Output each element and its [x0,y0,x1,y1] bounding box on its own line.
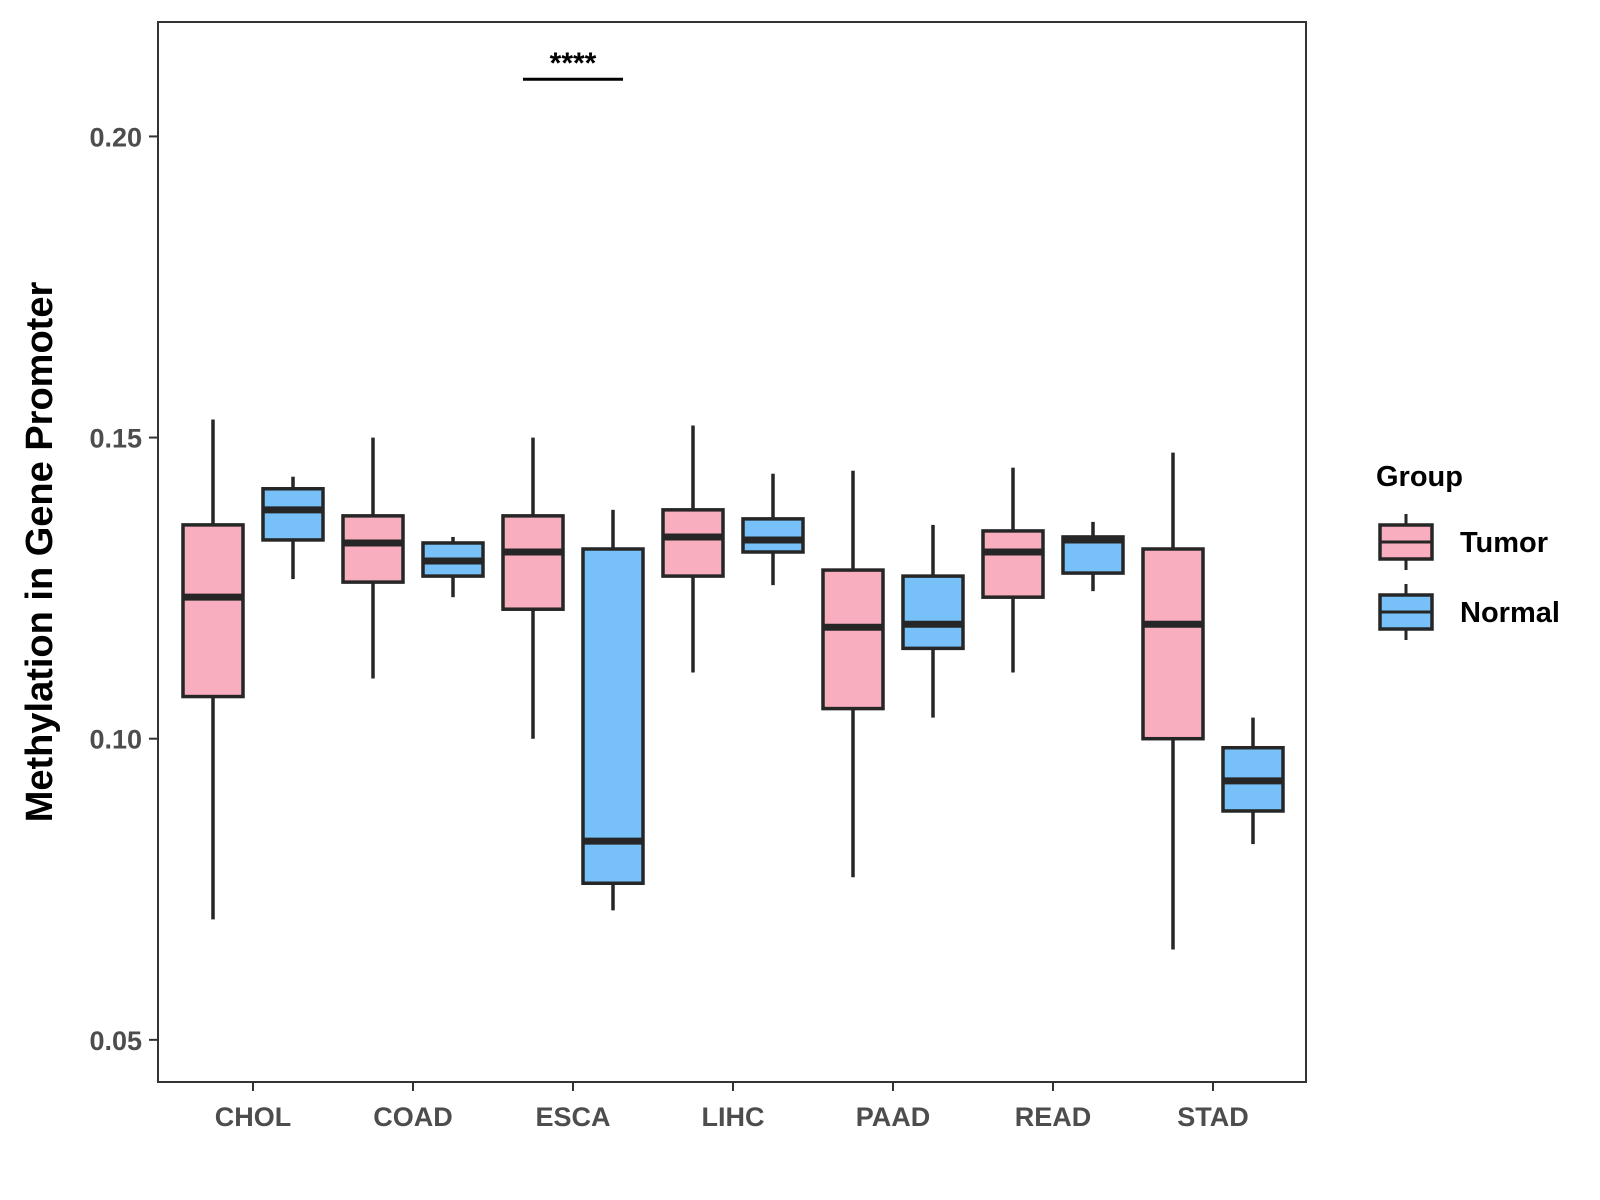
legend-title: Group [1376,461,1463,493]
legend: Group Tumor Normal [1376,461,1560,640]
legend-keys: Tumor Normal [1378,514,1560,640]
box-tumor-read [981,467,1045,673]
significance-label: **** [550,47,597,80]
box-tumor-paad [821,470,885,878]
box-iqr [261,487,325,542]
significance-layer: **** [523,47,623,81]
legend-label-normal: Normal [1460,597,1560,629]
x-tick-label: PAAD [856,1102,931,1132]
x-tick-label: CHOL [215,1102,292,1132]
box-iqr [341,514,405,584]
box-normal-stad [1221,717,1285,845]
x-tick-label: READ [1015,1102,1092,1132]
box-iqr [821,568,885,711]
y-tick-label: 0.05 [89,1026,142,1056]
box-iqr [581,547,645,885]
box-normal-coad [421,536,485,598]
y-tick-label: 0.15 [89,424,142,454]
box-normal-chol [261,476,325,580]
box-iqr [901,574,965,651]
box-normal-read [1061,521,1125,592]
box-iqr [501,514,565,611]
plot-panel [157,21,1307,1083]
x-tick-label: STAD [1177,1102,1249,1132]
x-tick-label: COAD [373,1102,453,1132]
box-iqr [661,508,725,578]
box-iqr [1141,547,1205,741]
y-axis: 0.05 0.10 0.15 0.20 [89,122,158,1056]
x-axis: CHOL COAD ESCA LIHC PAAD READ STAD [215,1082,1249,1132]
box-normal-esca [581,509,645,911]
y-tick-label: 0.20 [89,122,142,152]
box-layer [181,419,1285,950]
legend-key-tumor: Tumor [1378,514,1548,570]
box-normal-paad [901,524,965,718]
box-tumor-esca [501,437,565,739]
box-tumor-stad [1141,452,1205,950]
y-tick-label: 0.10 [89,725,142,755]
box-iqr [741,517,805,554]
y-axis-title: Methylation in Gene Promoter [19,282,61,823]
x-tick-label: ESCA [535,1102,610,1132]
box-iqr [981,529,1045,599]
box-tumor-coad [341,437,405,679]
legend-key-normal: Normal [1378,584,1560,640]
legend-label-tumor: Tumor [1460,527,1548,559]
x-tick-label: LIHC [702,1102,765,1132]
box-iqr [181,523,245,699]
box-tumor-chol [181,419,245,920]
box-normal-lihc [741,473,805,586]
box-tumor-lihc [661,425,725,673]
